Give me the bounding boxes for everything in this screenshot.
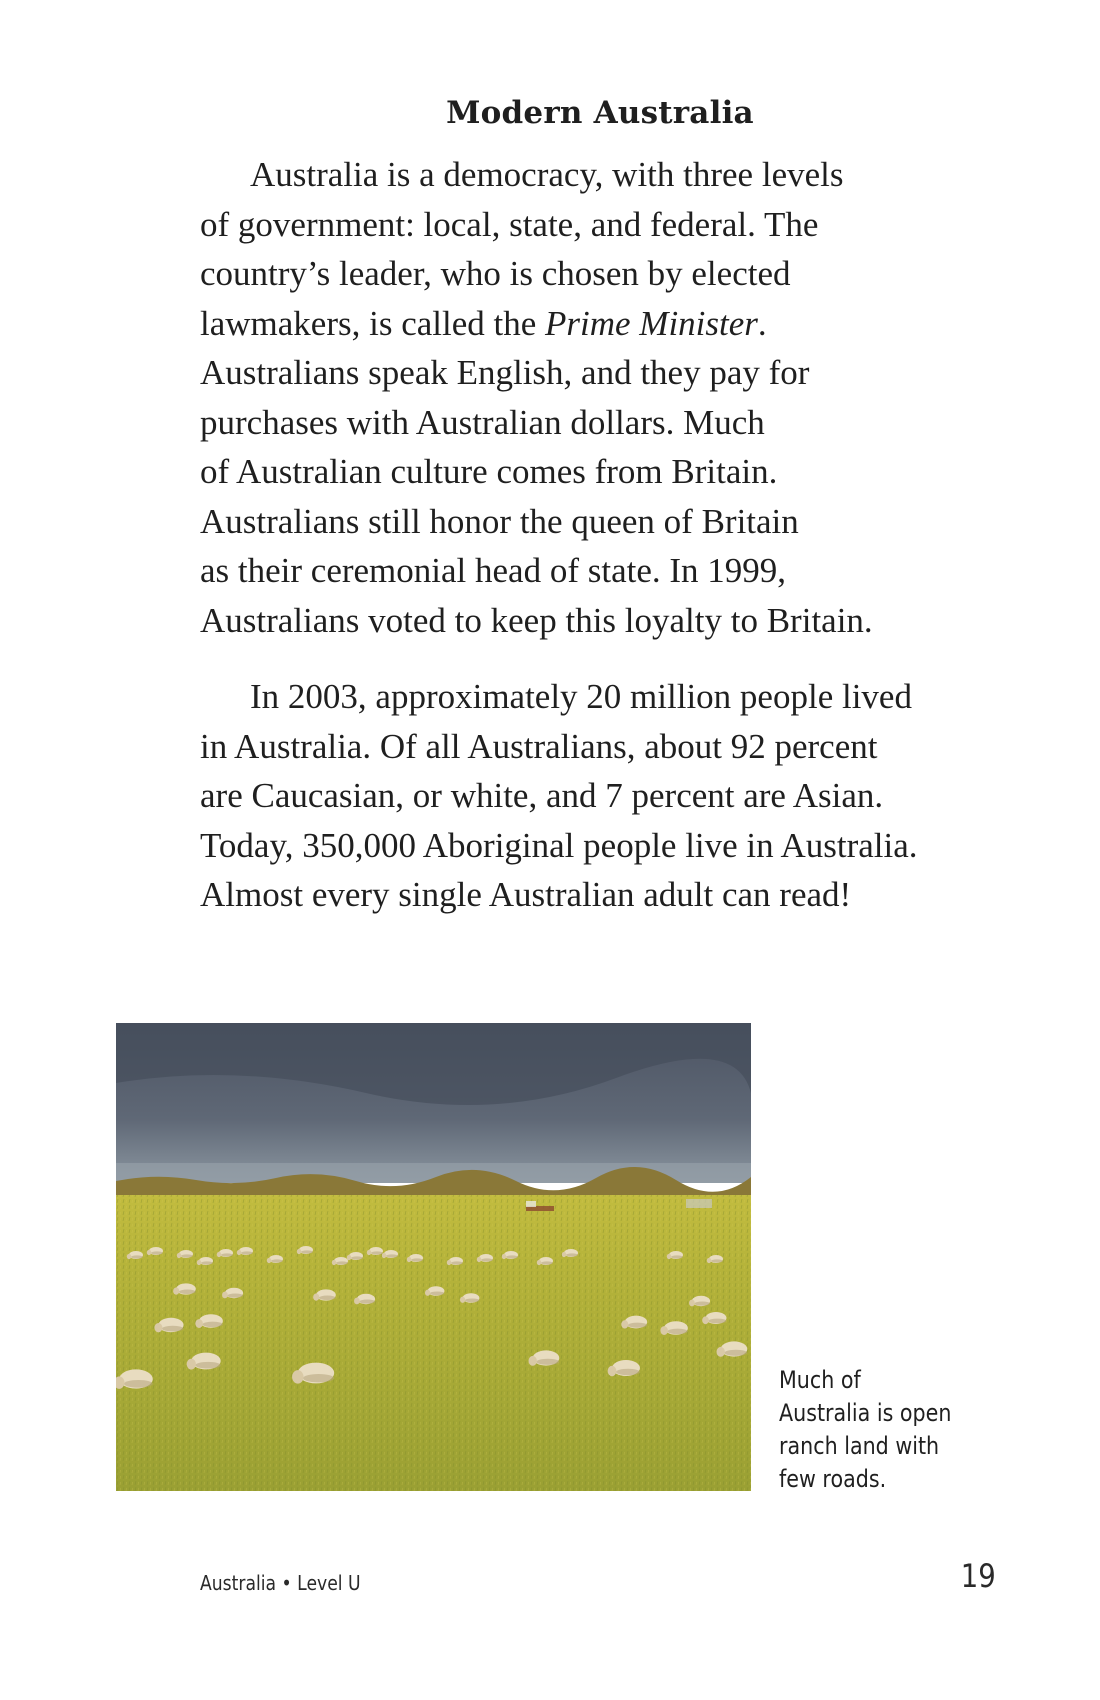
sheep bbox=[186, 1352, 221, 1370]
caption-line: few roads. bbox=[779, 1465, 887, 1493]
paragraph-line: purchases with Australian dollars. Much bbox=[200, 402, 765, 442]
caption-line: ranch land with bbox=[779, 1432, 940, 1460]
sheep bbox=[331, 1257, 348, 1266]
sheep bbox=[689, 1295, 711, 1307]
paragraph-line: in Australia. Of all Australians, about … bbox=[200, 726, 878, 766]
sheep-flock bbox=[116, 1246, 748, 1389]
paragraph-line: Almost every single Australian adult can… bbox=[200, 875, 852, 914]
sheep bbox=[666, 1251, 683, 1260]
sheep bbox=[366, 1247, 383, 1256]
paragraph-line: Australians speak English, and they pay … bbox=[200, 353, 810, 392]
paragraph-line: of Australian culture comes from Britain… bbox=[200, 452, 778, 491]
paragraph-text: lawmakers, is called the bbox=[200, 303, 546, 343]
farm-silos bbox=[686, 1199, 712, 1208]
sheep bbox=[195, 1314, 223, 1328]
caption-line: Australia is open bbox=[779, 1399, 952, 1427]
paragraph-line: of government: local, state, and federal… bbox=[200, 204, 819, 244]
sheep bbox=[424, 1286, 445, 1296]
sheep bbox=[459, 1293, 480, 1303]
ranch-land-photo bbox=[116, 1023, 751, 1491]
sheep bbox=[702, 1312, 727, 1325]
sheep bbox=[176, 1250, 193, 1259]
sheep bbox=[266, 1255, 283, 1264]
sheep bbox=[222, 1287, 244, 1299]
caption-line: Much of bbox=[779, 1366, 861, 1394]
paragraph-line: Australians voted to keep this loyalty t… bbox=[200, 600, 873, 640]
sheep bbox=[292, 1362, 335, 1384]
sheep bbox=[621, 1315, 648, 1329]
sheep bbox=[346, 1252, 363, 1261]
grass-texture bbox=[116, 1195, 751, 1491]
farm-building bbox=[526, 1201, 536, 1207]
sheep bbox=[313, 1289, 336, 1301]
sheep bbox=[173, 1283, 196, 1295]
sheep bbox=[501, 1251, 518, 1260]
paragraph-government: Australia is a democracy, with three lev… bbox=[200, 150, 1000, 645]
photo-caption: Much of Australia is open ranch land wit… bbox=[779, 1364, 977, 1496]
sheep bbox=[126, 1251, 143, 1260]
sheep bbox=[561, 1249, 578, 1258]
sheep bbox=[660, 1321, 688, 1335]
section-heading: Modern Australia bbox=[446, 95, 754, 131]
paragraph-line: as their ceremonial head of state. In 19… bbox=[200, 551, 787, 590]
sheep bbox=[716, 1341, 748, 1357]
treeline bbox=[116, 1166, 751, 1201]
sheep bbox=[296, 1246, 313, 1255]
book-title-footer: Australia • Level U bbox=[200, 1571, 361, 1595]
sheep bbox=[607, 1360, 640, 1377]
sheep bbox=[476, 1254, 493, 1263]
paragraph-line: Today, 350,000 Aboriginal people live in… bbox=[200, 825, 918, 865]
horizon-haze bbox=[116, 1163, 751, 1183]
sheep bbox=[196, 1257, 213, 1266]
sheep bbox=[536, 1257, 553, 1266]
paragraph-line: are Caucasian, or white, and 7 percent a… bbox=[200, 776, 884, 815]
sheep bbox=[406, 1254, 423, 1263]
farm-building bbox=[526, 1206, 554, 1211]
paragraph-line: Australians still honor the queen of Bri… bbox=[200, 501, 799, 541]
sheep bbox=[706, 1255, 723, 1264]
sheep bbox=[154, 1317, 184, 1333]
clouds bbox=[116, 1023, 751, 1105]
paragraph-line: country’s leader, who is chosen by elect… bbox=[200, 254, 791, 293]
prime-minister-term: Prime Minister bbox=[545, 303, 758, 343]
sheep bbox=[236, 1247, 253, 1256]
paragraph-text: . bbox=[757, 303, 767, 343]
sheep bbox=[381, 1250, 398, 1259]
paragraph-line: lawmakers, is called the Prime Minister. bbox=[200, 299, 1000, 349]
sheep bbox=[216, 1249, 233, 1258]
page-number: 19 bbox=[960, 1557, 996, 1595]
sheep bbox=[528, 1350, 560, 1366]
paragraph-line: In 2003, approximately 20 million people… bbox=[250, 677, 912, 716]
sheep bbox=[116, 1369, 153, 1389]
sheep bbox=[146, 1247, 163, 1256]
sheep bbox=[354, 1293, 376, 1305]
sheep bbox=[446, 1257, 463, 1266]
paragraph-line: Australia is a democracy, with three lev… bbox=[250, 155, 844, 194]
paragraph-population: In 2003, approximately 20 million people… bbox=[200, 672, 1000, 920]
